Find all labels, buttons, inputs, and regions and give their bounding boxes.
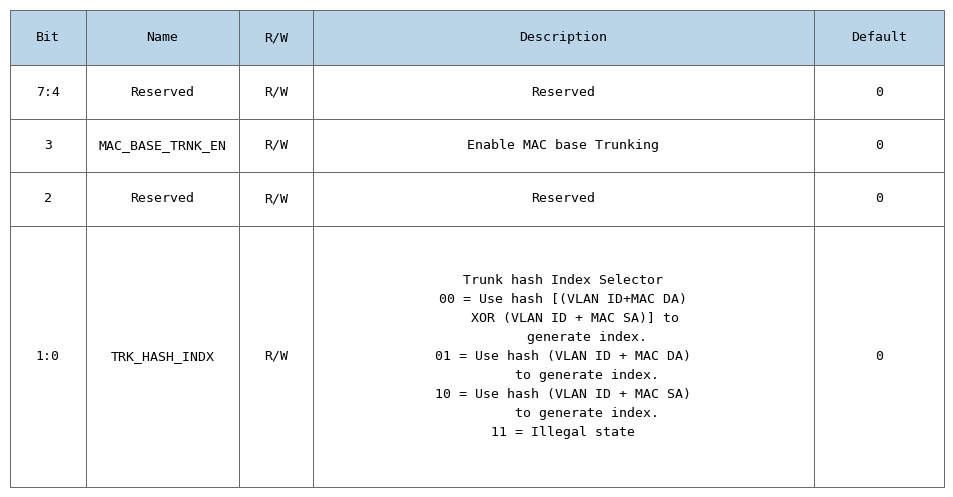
Text: Bit: Bit xyxy=(36,31,60,44)
Bar xyxy=(238,119,313,172)
Text: 0: 0 xyxy=(874,192,882,205)
Bar xyxy=(86,119,238,172)
Text: 0: 0 xyxy=(874,350,882,363)
Bar xyxy=(313,119,813,172)
Bar xyxy=(238,172,313,226)
Text: 0: 0 xyxy=(874,139,882,152)
Bar xyxy=(86,10,238,65)
Text: Default: Default xyxy=(850,31,906,44)
Text: R/W: R/W xyxy=(264,350,288,363)
Bar xyxy=(238,65,313,119)
Text: Reserved: Reserved xyxy=(531,85,595,98)
Bar xyxy=(313,226,813,487)
Bar xyxy=(86,65,238,119)
Bar xyxy=(10,119,86,172)
Bar xyxy=(313,10,813,65)
Bar xyxy=(313,65,813,119)
Text: Reserved: Reserved xyxy=(531,192,595,205)
Bar xyxy=(238,226,313,487)
Text: R/W: R/W xyxy=(264,85,288,98)
Bar xyxy=(238,10,313,65)
Text: MAC_BASE_TRNK_EN: MAC_BASE_TRNK_EN xyxy=(98,139,226,152)
Bar xyxy=(813,172,943,226)
Bar xyxy=(10,226,86,487)
Text: Description: Description xyxy=(519,31,607,44)
Text: Name: Name xyxy=(146,31,178,44)
Bar xyxy=(86,226,238,487)
Text: 1:0: 1:0 xyxy=(36,350,60,363)
Text: Trunk hash Index Selector
00 = Use hash [(VLAN ID+MAC DA)
   XOR (VLAN ID + MAC : Trunk hash Index Selector 00 = Use hash … xyxy=(435,274,691,439)
Text: 0: 0 xyxy=(874,85,882,98)
Text: Enable MAC base Trunking: Enable MAC base Trunking xyxy=(467,139,659,152)
Text: R/W: R/W xyxy=(264,31,288,44)
Text: Reserved: Reserved xyxy=(131,85,194,98)
Bar xyxy=(86,172,238,226)
Text: R/W: R/W xyxy=(264,192,288,205)
Text: 7:4: 7:4 xyxy=(36,85,60,98)
Bar xyxy=(813,65,943,119)
Text: TRK_HASH_INDX: TRK_HASH_INDX xyxy=(111,350,214,363)
Text: Reserved: Reserved xyxy=(131,192,194,205)
Bar xyxy=(813,226,943,487)
Text: 3: 3 xyxy=(44,139,51,152)
Bar xyxy=(10,10,86,65)
Text: R/W: R/W xyxy=(264,139,288,152)
Bar xyxy=(10,172,86,226)
Bar xyxy=(313,172,813,226)
Text: 2: 2 xyxy=(44,192,51,205)
Bar xyxy=(10,65,86,119)
Bar xyxy=(813,119,943,172)
Bar xyxy=(813,10,943,65)
